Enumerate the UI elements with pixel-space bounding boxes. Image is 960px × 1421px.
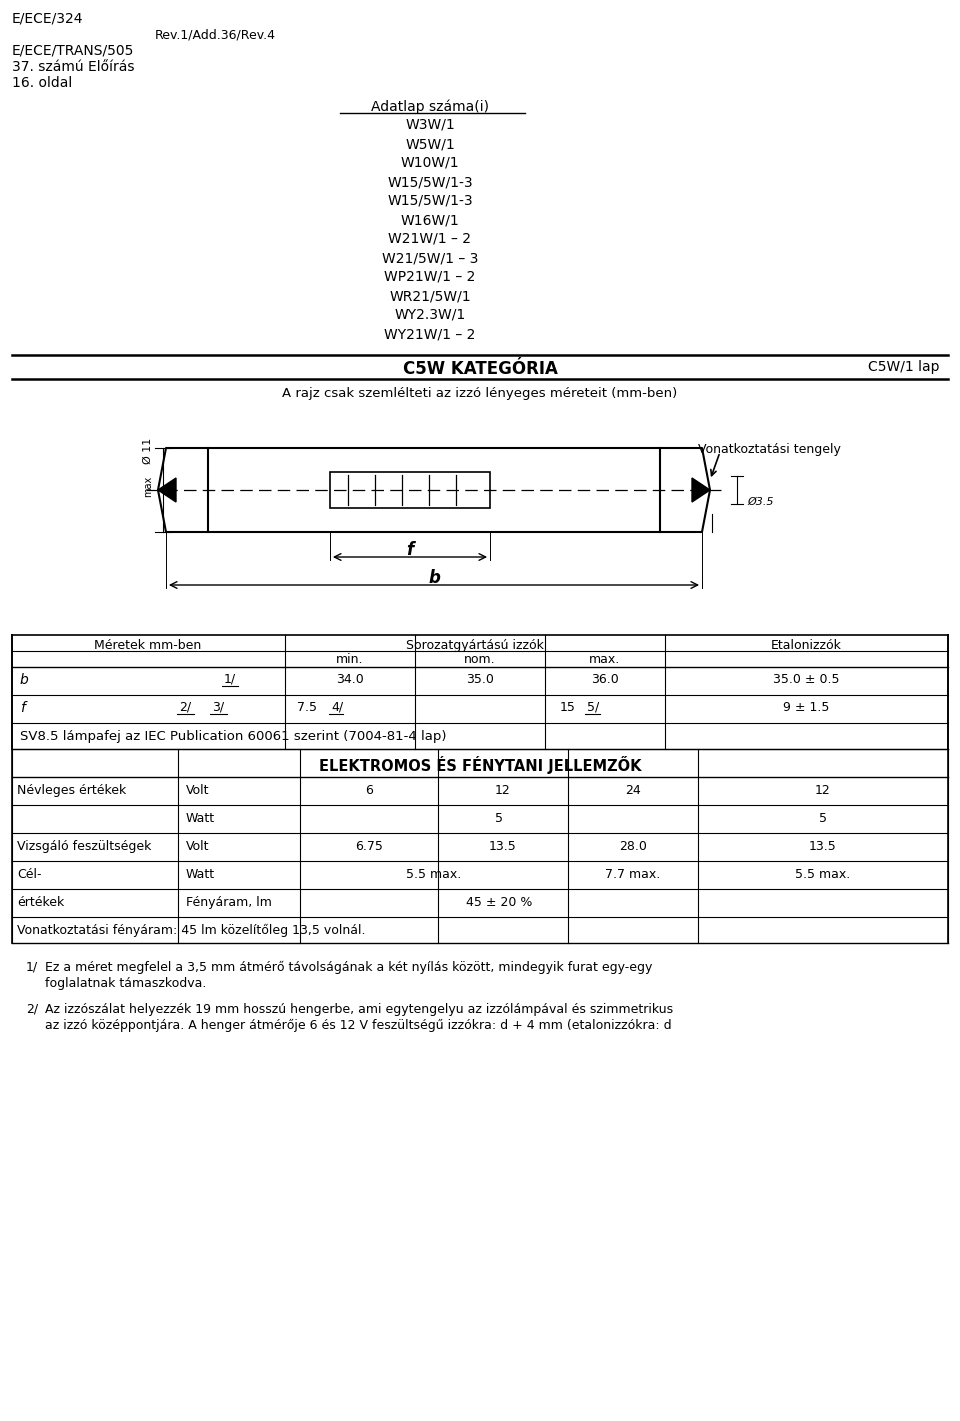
Text: W3W/1: W3W/1 xyxy=(405,118,455,132)
Text: 5: 5 xyxy=(495,811,503,826)
Text: f: f xyxy=(406,541,414,558)
Text: W21W/1 – 2: W21W/1 – 2 xyxy=(389,232,471,246)
Text: Cél-: Cél- xyxy=(17,868,41,881)
Text: 35.0 ± 0.5: 35.0 ± 0.5 xyxy=(773,674,839,686)
Text: max: max xyxy=(143,476,153,497)
Text: Vonatkoztatási tengely: Vonatkoztatási tengely xyxy=(698,443,841,456)
Text: max.: max. xyxy=(589,654,620,666)
Text: 7.5: 7.5 xyxy=(297,701,317,713)
Text: foglalatnak támaszkodva.: foglalatnak támaszkodva. xyxy=(45,978,206,990)
Text: 35.0: 35.0 xyxy=(466,674,494,686)
Text: W5W/1: W5W/1 xyxy=(405,136,455,151)
Text: WR21/5W/1: WR21/5W/1 xyxy=(389,288,470,303)
Text: C5W/1 lap: C5W/1 lap xyxy=(869,360,940,374)
Text: f: f xyxy=(20,701,25,715)
Text: 1/: 1/ xyxy=(26,961,38,973)
Text: ELEKTROMOS ÉS FÉNYTANI JELLEMZŐK: ELEKTROMOS ÉS FÉNYTANI JELLEMZŐK xyxy=(319,756,641,774)
Text: Méretek mm-ben: Méretek mm-ben xyxy=(94,639,202,652)
Text: 5/: 5/ xyxy=(587,701,599,713)
Text: W16W/1: W16W/1 xyxy=(400,213,460,227)
Text: 3/: 3/ xyxy=(212,701,224,713)
Text: W15/5W/1-3: W15/5W/1-3 xyxy=(387,195,473,207)
Text: 12: 12 xyxy=(815,784,830,797)
Text: W21/5W/1 – 3: W21/5W/1 – 3 xyxy=(382,252,478,264)
Text: E/ECE/324: E/ECE/324 xyxy=(12,11,84,26)
Text: Vonatkoztatási fényáram: 45 lm közelítőleg 13,5 volnál.: Vonatkoztatási fényáram: 45 lm közelítől… xyxy=(17,924,366,938)
Text: WP21W/1 – 2: WP21W/1 – 2 xyxy=(384,270,476,284)
Text: WY2.3W/1: WY2.3W/1 xyxy=(395,308,466,323)
Text: 1/: 1/ xyxy=(224,674,236,686)
Text: az izzó középpontjára. A henger átmérője 6 és 12 V feszültségű izzókra: d + 4 mm: az izzó középpontjára. A henger átmérője… xyxy=(45,1019,672,1032)
Text: értékek: értékek xyxy=(17,897,64,909)
Text: 5.5 max.: 5.5 max. xyxy=(796,868,851,881)
Text: 45 ± 20 %: 45 ± 20 % xyxy=(466,897,532,909)
Text: Watt: Watt xyxy=(186,811,215,826)
Text: WY21W/1 – 2: WY21W/1 – 2 xyxy=(384,327,476,341)
Text: 28.0: 28.0 xyxy=(619,840,647,853)
Text: 13.5: 13.5 xyxy=(490,840,516,853)
Text: W10W/1: W10W/1 xyxy=(400,156,459,171)
Text: E/ECE/TRANS/505: E/ECE/TRANS/505 xyxy=(12,44,134,58)
Text: 24: 24 xyxy=(625,784,641,797)
Text: Etalonizzók: Etalonizzók xyxy=(771,639,841,652)
Text: 36.0: 36.0 xyxy=(591,674,619,686)
Text: C5W KATEGÓRIA: C5W KATEGÓRIA xyxy=(402,360,558,378)
Text: Névleges értékek: Névleges értékek xyxy=(17,784,127,797)
Text: 16. oldal: 16. oldal xyxy=(12,75,72,90)
Text: A rajz csak szemlélteti az izzó lényeges méreteit (mm-ben): A rajz csak szemlélteti az izzó lényeges… xyxy=(282,387,678,399)
Text: W15/5W/1-3: W15/5W/1-3 xyxy=(387,175,473,189)
Text: 15: 15 xyxy=(560,701,576,713)
Text: 34.0: 34.0 xyxy=(336,674,364,686)
Text: Volt: Volt xyxy=(186,784,209,797)
Text: 6.75: 6.75 xyxy=(355,840,383,853)
Text: Ø 11: Ø 11 xyxy=(143,438,153,465)
Text: Ez a méret megfelel a 3,5 mm átmérő távolságának a két nyílás között, mindegyik : Ez a méret megfelel a 3,5 mm átmérő távo… xyxy=(45,961,653,975)
Text: Ø3.5: Ø3.5 xyxy=(747,497,774,507)
Text: 6: 6 xyxy=(365,784,372,797)
Text: 9 ± 1.5: 9 ± 1.5 xyxy=(782,701,829,713)
Text: nom.: nom. xyxy=(465,654,495,666)
Text: 37. számú Előírás: 37. számú Előírás xyxy=(12,60,134,74)
Text: Watt: Watt xyxy=(186,868,215,881)
Bar xyxy=(330,472,490,507)
Text: Sorozatgyártású izzók: Sorozatgyártású izzók xyxy=(406,639,544,652)
Text: 5: 5 xyxy=(819,811,827,826)
Bar xyxy=(208,448,660,531)
Text: 5.5 max.: 5.5 max. xyxy=(406,868,462,881)
Text: Volt: Volt xyxy=(186,840,209,853)
Text: 12: 12 xyxy=(495,784,511,797)
Text: 13.5: 13.5 xyxy=(809,840,837,853)
Text: 4/: 4/ xyxy=(331,701,343,713)
Text: min.: min. xyxy=(336,654,364,666)
Text: 7.7 max.: 7.7 max. xyxy=(606,868,660,881)
Text: Rev.1/Add.36/Rev.4: Rev.1/Add.36/Rev.4 xyxy=(155,28,276,41)
Polygon shape xyxy=(158,477,176,502)
Polygon shape xyxy=(692,477,710,502)
Text: SV8.5 lámpafej az IEC Publication 60061 szerint (7004-81-4 lap): SV8.5 lámpafej az IEC Publication 60061 … xyxy=(20,730,446,743)
Text: Adatlap száma(i): Adatlap száma(i) xyxy=(371,99,489,115)
Text: Vizsgáló feszültségek: Vizsgáló feszültségek xyxy=(17,840,152,853)
Text: b: b xyxy=(428,568,440,587)
Text: 2/: 2/ xyxy=(179,701,191,713)
Text: Fényáram, lm: Fényáram, lm xyxy=(186,897,272,909)
Text: Az izzószálat helyezzék 19 mm hosszú hengerbe, ami egytengelyu az izzólámpával é: Az izzószálat helyezzék 19 mm hosszú hen… xyxy=(45,1003,673,1016)
Text: b: b xyxy=(20,674,29,686)
Text: 2/: 2/ xyxy=(26,1003,38,1016)
